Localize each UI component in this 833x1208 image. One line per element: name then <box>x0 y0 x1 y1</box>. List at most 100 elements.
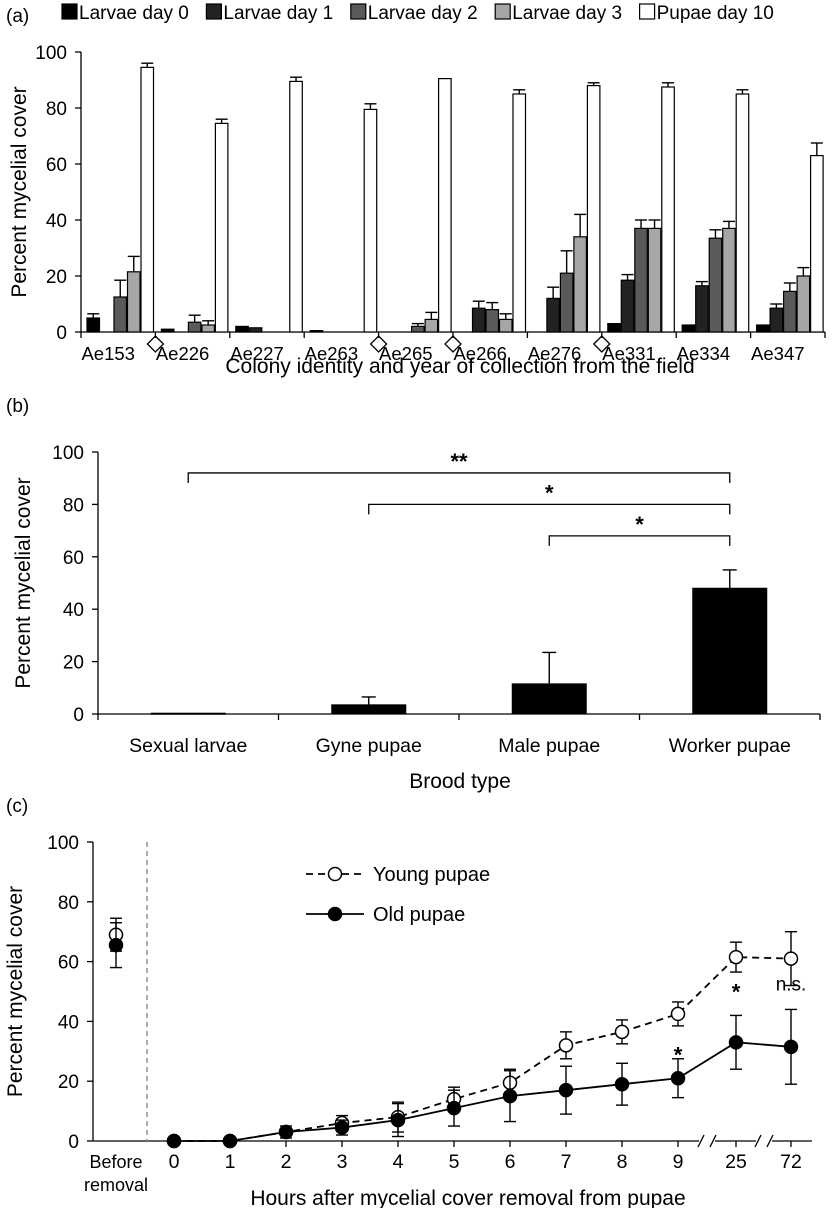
significance-annotation: * <box>674 1042 683 1067</box>
bar <box>559 272 574 333</box>
chart-a-y-tick-label: 20 <box>46 267 67 288</box>
chart-b-x-axis-title: Brood type <box>409 770 511 793</box>
legend-label-pupae-day-10: Pupae day 10 <box>657 3 774 24</box>
bar <box>647 227 662 333</box>
bar <box>363 108 378 333</box>
data-point <box>783 1039 799 1055</box>
data-point <box>166 1133 182 1149</box>
chart-c-x-tick-label: 6 <box>505 1151 516 1173</box>
bar <box>331 704 407 715</box>
chart-a-x-tick-label: Ae276 <box>528 343 582 364</box>
data-point <box>614 1076 630 1092</box>
chart-a-x-tick-label: Ae265 <box>379 343 433 364</box>
chart-b-x-tick-label: Worker pupae <box>669 735 791 757</box>
chart-c-svg: (c) 0 20 40 60 80 100 Percent mycelial cover 0 1 2… <box>4 796 812 1208</box>
bar <box>140 66 155 333</box>
chart-b-y-tick-label: 80 <box>63 495 84 516</box>
legend-swatch-larvae-day-2 <box>350 3 367 20</box>
series-line-old-pupae <box>174 1041 792 1142</box>
significance-bracket <box>548 535 731 546</box>
chart-b-y-tick-label: 40 <box>63 600 84 621</box>
chart-c-x-tick-label: 1 <box>225 1151 236 1173</box>
legend-label-young-pupae: Young pupae <box>373 864 490 886</box>
bar <box>201 324 215 333</box>
chart-c-x-tick-label: 25 <box>725 1151 747 1173</box>
diamond-marker <box>146 335 165 353</box>
bar <box>681 324 696 333</box>
panel-c-label: (c) <box>6 796 28 817</box>
chart-a-y-axis-title: Percent mycelial cover <box>8 86 31 297</box>
chart-panel-b: (b) 0 20 40 60 80 100 Percent mycelial cover Sex… <box>0 396 833 800</box>
bar <box>755 324 770 333</box>
data-point <box>278 1124 294 1140</box>
chart-b-y-axis-title: Percent mycelial cover <box>12 477 35 688</box>
bar <box>695 285 709 333</box>
bar <box>411 325 425 333</box>
data-point <box>390 1112 406 1128</box>
chart-a-x-tick-label: Ae153 <box>81 343 135 364</box>
chart-c-x-tick-label: 2 <box>281 1151 292 1173</box>
chart-c-x-axis-title: Hours after mycelial cover removal from … <box>250 1187 685 1208</box>
data-point <box>446 1100 462 1116</box>
chart-a-svg: (a) Larvae day 0 Larvae day 1 Larvae day 2 L… <box>6 3 826 378</box>
bar <box>769 307 784 333</box>
bar <box>485 309 500 333</box>
bar <box>573 236 588 333</box>
legend-swatch-larvae-day-0 <box>61 3 78 20</box>
bar <box>546 297 561 333</box>
axis-break-mark <box>709 1134 717 1148</box>
bar <box>607 323 621 333</box>
bar <box>586 84 601 333</box>
chart-c-y-tick-label: 100 <box>47 833 79 854</box>
data-point <box>728 1035 744 1050</box>
bar <box>471 307 486 333</box>
axis-break-gap <box>756 1138 772 1144</box>
bar <box>796 275 811 333</box>
data-point <box>783 951 799 966</box>
bar <box>438 77 452 333</box>
chart-a-x-tick-label: Ae266 <box>453 343 507 364</box>
bar <box>309 330 324 333</box>
chart-c-x-tick-label: 3 <box>337 1151 348 1173</box>
bar <box>150 712 226 715</box>
legend-marker <box>327 866 343 882</box>
bar <box>289 80 303 333</box>
bar <box>722 227 736 333</box>
chart-c-x-tick-label: 7 <box>561 1151 572 1173</box>
significance-annotation: n.s. <box>776 975 807 996</box>
data-point <box>558 1038 574 1053</box>
chart-c-x-tick-label: 5 <box>449 1151 460 1173</box>
significance-label: * <box>545 480 554 505</box>
bar <box>782 290 797 333</box>
chart-a-x-tick-label: Ae347 <box>751 343 805 364</box>
legend-label-larvae-day-0: Larvae day 0 <box>79 3 189 24</box>
chart-a-x-tick-label: Ae331 <box>602 343 656 364</box>
chart-a-x-tick-label: Ae263 <box>305 343 359 364</box>
chart-a-y-tick-label: 100 <box>35 43 67 64</box>
data-point <box>502 1088 518 1104</box>
legend-label-larvae-day-1: Larvae day 1 <box>223 3 333 24</box>
chart-c-x-tick-label: 8 <box>617 1151 628 1173</box>
diamond-marker <box>592 335 611 353</box>
chart-panel-c: (c) 0 20 40 60 80 100 Percent mycelial cover 0 1 2… <box>0 796 833 1208</box>
chart-c-x-tick-label-before-line1: Before <box>89 1152 142 1172</box>
bar <box>634 227 648 333</box>
chart-c-x-tick-label: 72 <box>780 1151 802 1173</box>
chart-c-y-axis-title: Percent mycelial cover <box>4 886 27 1097</box>
data-point <box>334 1120 350 1135</box>
data-point <box>222 1133 238 1149</box>
chart-c-x-tick-label-before-line2: removal <box>84 1175 148 1195</box>
significance-annotation: * <box>732 980 741 1005</box>
legend-swatch-larvae-day-3 <box>494 3 511 20</box>
chart-panel-a: (a) Larvae day 0 Larvae day 1 Larvae day 2 L… <box>0 0 833 400</box>
bar <box>708 237 723 333</box>
data-point-before <box>108 937 124 953</box>
chart-b-x-tick-label: Gyne pupae <box>316 735 422 757</box>
data-point <box>558 1082 574 1098</box>
bar <box>235 325 249 333</box>
legend-marker <box>327 906 343 922</box>
legend-swatch-pupae-day-10 <box>638 3 656 20</box>
bar <box>187 321 202 333</box>
chart-a-x-tick-label: Ae227 <box>230 343 284 364</box>
chart-c-y-tick-label: 60 <box>58 953 79 974</box>
